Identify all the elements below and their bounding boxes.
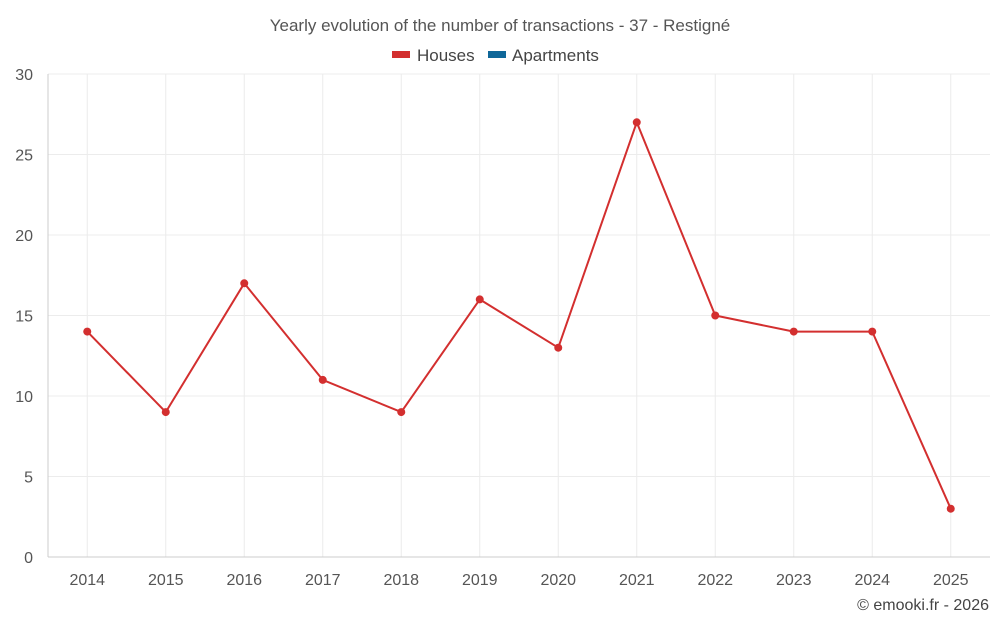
- data-point-2023[interactable]: [789, 327, 798, 336]
- x-tick-label: 2018: [383, 572, 419, 589]
- x-tick-label: 2016: [226, 572, 262, 589]
- y-tick-label: 10: [15, 389, 33, 406]
- series-line-houses: [86, 121, 952, 510]
- legend-label-houses[interactable]: Houses: [417, 46, 475, 65]
- data-point-2017[interactable]: [318, 375, 327, 384]
- data-point-2021[interactable]: [632, 118, 641, 127]
- data-point-2019[interactable]: [475, 295, 484, 304]
- x-tick-label: 2015: [148, 572, 184, 589]
- chart-title: Yearly evolution of the number of transa…: [270, 16, 731, 35]
- legend-label-apartments[interactable]: Apartments: [512, 46, 599, 65]
- grid: [48, 73, 990, 558]
- data-point-2022[interactable]: [711, 311, 720, 320]
- y-tick-label: 0: [24, 550, 33, 567]
- x-tick-label: 2014: [69, 572, 105, 589]
- x-tick-label: 2020: [540, 572, 576, 589]
- x-tick-label: 2025: [933, 572, 969, 589]
- y-axis: 0 5 10 15 20 25 30: [15, 67, 49, 567]
- legend: Houses Apartments: [392, 46, 599, 65]
- credit-text: © emooki.fr - 2026: [857, 597, 989, 614]
- x-tick-label: 2017: [305, 572, 341, 589]
- data-point-2016[interactable]: [240, 279, 249, 288]
- data-point-2014[interactable]: [83, 327, 92, 336]
- x-tick-label: 2022: [697, 572, 733, 589]
- y-tick-label: 5: [24, 470, 33, 487]
- x-tick-label: 2019: [462, 572, 498, 589]
- legend-swatch-apartments[interactable]: [488, 51, 506, 58]
- y-tick-label: 20: [15, 228, 33, 245]
- y-tick-label: 30: [15, 67, 33, 84]
- legend-swatch-houses[interactable]: [392, 51, 410, 58]
- data-point-2015[interactable]: [161, 408, 170, 417]
- x-tick-label: 2023: [776, 572, 812, 589]
- series-houses: [83, 118, 955, 513]
- x-tick-label: 2024: [854, 572, 890, 589]
- data-point-2024[interactable]: [868, 327, 877, 336]
- y-tick-label: 15: [15, 309, 33, 326]
- data-point-2025[interactable]: [946, 504, 955, 513]
- data-point-2020[interactable]: [554, 343, 563, 352]
- data-point-2018[interactable]: [397, 408, 406, 417]
- y-tick-label: 25: [15, 148, 33, 165]
- x-axis: 2014 2015 2016 2017 2018 2019 2020 2021 2022 2023…: [48, 556, 990, 589]
- x-tick-label: 2021: [619, 572, 655, 589]
